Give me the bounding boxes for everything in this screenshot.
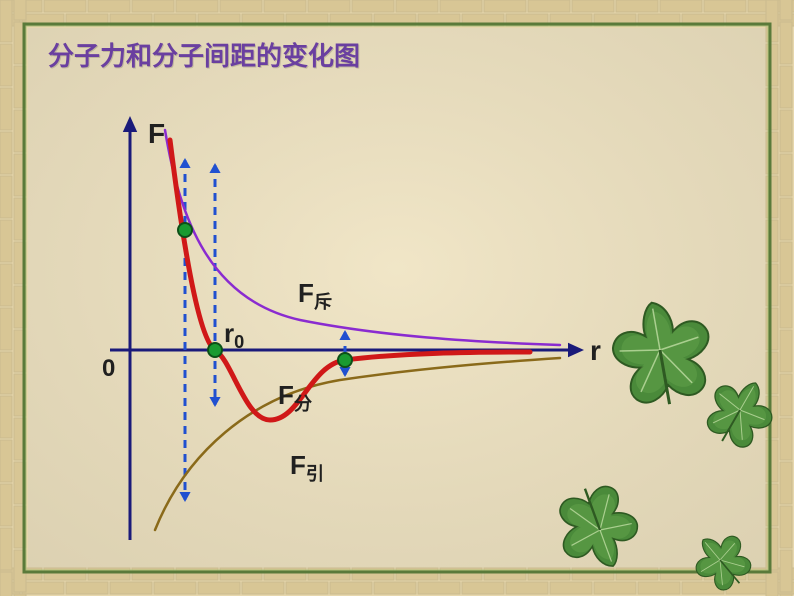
force-distance-chart (0, 0, 794, 596)
leaf-icon (547, 476, 648, 580)
leaf-icon (696, 368, 784, 457)
leaf-icon (606, 294, 719, 412)
data-point (338, 353, 352, 367)
repulsion-label: F斥 (298, 278, 332, 314)
attraction-curve (155, 358, 560, 530)
r0-label: r0 (224, 318, 244, 353)
leaf-icon (684, 522, 761, 596)
x-axis-label: r (590, 335, 601, 367)
data-point (208, 343, 222, 357)
y-axis-label: F (148, 118, 165, 150)
net-label: F分 (278, 380, 312, 416)
repulsion-curve (165, 130, 560, 345)
origin-label: 0 (102, 355, 115, 383)
attraction-label: F引 (290, 450, 324, 486)
data-point (178, 223, 192, 237)
